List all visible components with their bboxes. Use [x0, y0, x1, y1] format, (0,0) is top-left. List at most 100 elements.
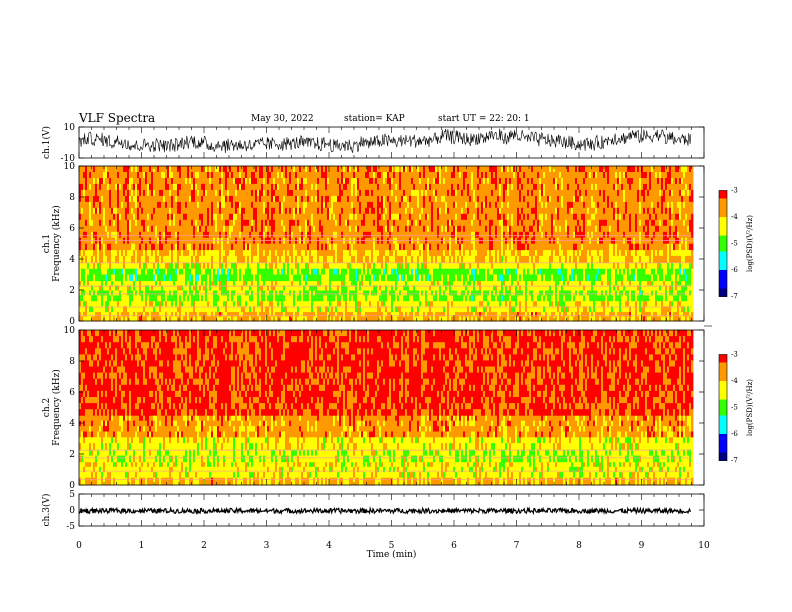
- spectrogram-cell: [287, 290, 290, 296]
- spectrogram-cell: [425, 316, 428, 322]
- spectrogram-cell: [111, 300, 114, 307]
- spectrogram-cell: [417, 201, 420, 209]
- spectrogram-cell: [329, 172, 332, 179]
- spectrogram-cell: [333, 189, 336, 197]
- spectrogram-cell: [401, 262, 404, 269]
- spectrogram-cell: [229, 280, 232, 286]
- spectrogram-cell: [317, 285, 320, 291]
- spectrogram-cell: [235, 311, 238, 317]
- spectrogram-cell: [273, 195, 276, 203]
- spectrogram-cell: [215, 268, 218, 275]
- spectrogram-cell: [369, 207, 372, 215]
- spectrogram-cell: [113, 219, 116, 227]
- spectrogram-cell: [129, 255, 132, 263]
- spectrogram-cell: [349, 280, 352, 286]
- spectrogram-cell: [357, 316, 360, 322]
- spectrogram-cell: [419, 249, 422, 257]
- spectrogram-cell: [223, 213, 226, 221]
- spectrogram-cell: [291, 268, 294, 275]
- spectrogram-cell: [407, 249, 410, 257]
- spectrogram-cell: [349, 189, 352, 197]
- spectrogram-cell: [361, 225, 364, 233]
- spectrogram-cell: [253, 225, 256, 233]
- spectrogram-cell: [233, 280, 236, 286]
- spectrogram-cell: [169, 255, 172, 263]
- spectrogram-cell: [369, 178, 372, 185]
- spectrogram-cell: [335, 262, 338, 269]
- spectrogram-cell: [235, 183, 238, 191]
- spectrogram-cell: [355, 189, 358, 197]
- spectrogram-cell: [237, 201, 240, 209]
- spectrogram-cell: [317, 311, 320, 317]
- spectrogram-cell: [255, 290, 258, 296]
- spectrogram-cell: [79, 213, 82, 221]
- spectrogram-cell: [103, 172, 106, 179]
- spectrogram-cell: [173, 268, 176, 275]
- spectrogram-cell: [183, 178, 186, 185]
- spectrogram-cell: [395, 290, 398, 296]
- spectrogram-cell: [113, 183, 116, 191]
- spectrogram-cell: [263, 189, 266, 197]
- spectrogram-cell: [331, 195, 334, 203]
- spectrogram-cell: [201, 166, 204, 173]
- spectrogram-cell: [279, 243, 282, 251]
- spectrogram-cell: [207, 255, 210, 263]
- spectrogram-cell: [213, 274, 216, 282]
- spectrogram-cell: [411, 225, 414, 233]
- spectrogram-cell: [245, 213, 248, 221]
- spectrogram-cell: [311, 219, 314, 227]
- spectrogram-cell: [369, 262, 372, 269]
- spectrogram-cell: [235, 178, 238, 185]
- spectrogram-cell: [281, 262, 284, 269]
- spectrogram-cell: [103, 201, 106, 209]
- spectrogram-cell: [155, 183, 158, 191]
- spectrogram-cell: [83, 285, 86, 291]
- spectrogram-cell: [253, 231, 256, 239]
- spectrogram-cell: [97, 300, 100, 307]
- spectrogram-cell: [383, 219, 386, 227]
- spectrogram-cell: [347, 290, 350, 296]
- spectrogram-cell: [257, 300, 260, 307]
- spectrogram-cell: [447, 189, 450, 197]
- spectrogram-cell: [101, 225, 104, 233]
- spectrogram-cell: [307, 231, 310, 239]
- spectrogram-cell: [197, 280, 200, 286]
- spectrogram-cell: [95, 189, 98, 197]
- spectrogram-cell: [321, 255, 324, 263]
- spectrogram-cell: [447, 268, 450, 275]
- spectrogram-cell: [123, 213, 126, 221]
- spectrogram-cell: [185, 300, 188, 307]
- spectrogram-cell: [197, 183, 200, 191]
- spectrogram-cell: [157, 178, 160, 185]
- spectrogram-cell: [337, 285, 340, 291]
- spectrogram-cell: [229, 207, 232, 215]
- spectrogram-cell: [177, 255, 180, 263]
- spectrogram-cell: [283, 213, 286, 221]
- spectrogram-cell: [239, 189, 242, 197]
- spectrogram-cell: [97, 311, 100, 317]
- spectrogram-cell: [255, 262, 258, 269]
- spectrogram-cell: [311, 231, 314, 239]
- spectrogram-cell: [93, 166, 96, 173]
- spectrogram-cell: [419, 195, 422, 203]
- spectrogram-cell: [139, 166, 142, 173]
- spectrogram-cell: [261, 280, 264, 286]
- spectrogram-cell: [323, 166, 326, 173]
- spectrogram-cell: [303, 300, 306, 307]
- spectrogram-cell: [437, 219, 440, 227]
- spectrogram-cell: [231, 195, 234, 203]
- spectrogram-cell: [169, 213, 172, 221]
- spectrogram-cell: [227, 274, 230, 282]
- spectrogram-cell: [435, 268, 438, 275]
- spectrogram-cell: [435, 207, 438, 215]
- spectrogram-cell: [309, 219, 312, 227]
- spectrogram-cell: [197, 285, 200, 291]
- spectrogram-cell: [269, 207, 272, 215]
- spectrogram-cell: [331, 166, 334, 173]
- spectrogram-cell: [413, 249, 416, 257]
- spectrogram-cell: [423, 201, 426, 209]
- date-label: May 30, 2022: [251, 114, 314, 124]
- spectrogram-cell: [315, 295, 318, 302]
- spectrogram-cell: [417, 195, 420, 203]
- spectrogram-cell: [389, 172, 392, 179]
